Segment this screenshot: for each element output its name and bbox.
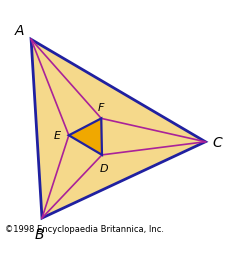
Text: C: C: [211, 135, 221, 149]
Polygon shape: [31, 40, 204, 218]
Text: A: A: [15, 24, 25, 38]
Text: F: F: [98, 102, 104, 113]
Text: E: E: [54, 131, 61, 141]
Text: ©1998 Encyclopaedia Britannica, Inc.: ©1998 Encyclopaedia Britannica, Inc.: [5, 224, 163, 233]
Polygon shape: [68, 119, 101, 155]
Text: D: D: [99, 163, 108, 173]
Text: B: B: [35, 227, 44, 241]
